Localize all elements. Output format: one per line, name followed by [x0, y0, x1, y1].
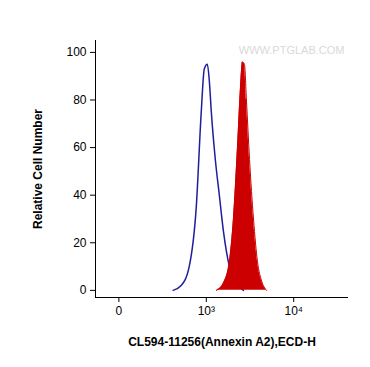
svg-text:80: 80	[73, 93, 87, 107]
svg-text:20: 20	[73, 236, 87, 250]
svg-text:Relative Cell Number: Relative Cell Number	[31, 109, 45, 229]
svg-text:0: 0	[116, 304, 123, 318]
svg-text:10⁴: 10⁴	[284, 304, 303, 318]
svg-text:10³: 10³	[198, 304, 215, 318]
svg-text:0: 0	[80, 283, 87, 297]
svg-text:100: 100	[66, 45, 86, 59]
svg-text:60: 60	[73, 140, 87, 154]
svg-text:40: 40	[73, 188, 87, 202]
svg-text:CL594-11256(Annexin A2),ECD-H: CL594-11256(Annexin A2),ECD-H	[128, 335, 316, 349]
svg-text:WWW.PTGLAB.COM: WWW.PTGLAB.COM	[239, 44, 345, 56]
